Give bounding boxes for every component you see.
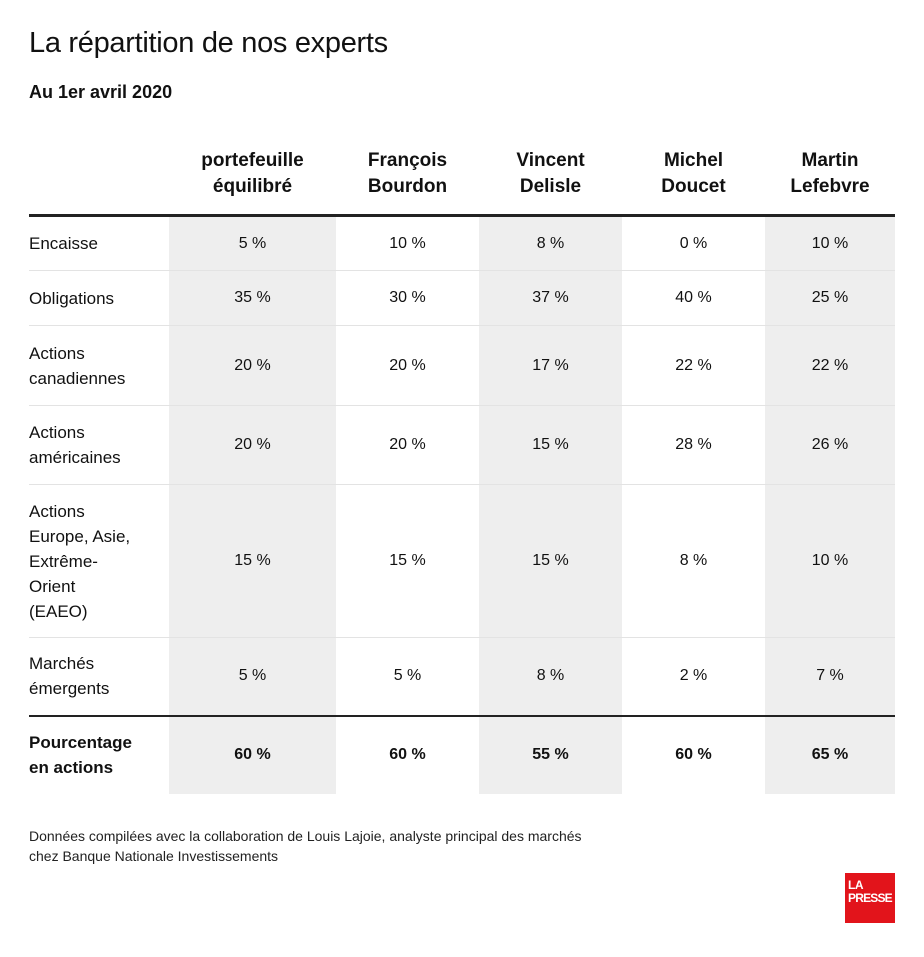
table-cell: 10 % bbox=[765, 484, 895, 638]
column-header-doucet: Michel Doucet bbox=[622, 134, 765, 217]
column-header-line: Michel bbox=[663, 150, 724, 171]
row-label-line: américaines bbox=[29, 448, 121, 467]
table-cell: 25 % bbox=[765, 270, 895, 326]
column-header-line: équilibré bbox=[212, 176, 293, 197]
column-header-bourdon: François Bourdon bbox=[336, 134, 479, 217]
logo-text-line: LA bbox=[848, 878, 864, 892]
row-label-line: Marchés bbox=[29, 654, 95, 674]
table-cell: 7 % bbox=[765, 637, 895, 716]
table-cell: 37 % bbox=[479, 270, 622, 326]
column-header-line: Vincent bbox=[516, 150, 585, 171]
row-label: Obligations bbox=[29, 270, 169, 326]
row-label-line: (EAEO) bbox=[29, 601, 88, 621]
table-row-obligations: Obligations 35 % 30 % 37 % 40 % 25 % bbox=[29, 270, 895, 326]
table-cell: 20 % bbox=[169, 405, 336, 485]
table-row-actions-eaeo: Actions Europe, Asie, Extrême- Orient (E… bbox=[29, 484, 895, 638]
row-label-line: Extrême- bbox=[29, 551, 98, 571]
column-header-line: Martin bbox=[801, 150, 859, 171]
table-cell: 0 % bbox=[622, 215, 765, 271]
column-header-portefeuille: portefeuille équilibré bbox=[169, 134, 336, 217]
table-cell: 20 % bbox=[169, 325, 336, 406]
row-label: Actions américaines bbox=[29, 405, 169, 485]
table-row-actions-americaines: Actions américaines 20 % 20 % 15 % 28 % … bbox=[29, 405, 895, 485]
table-cell: 26 % bbox=[765, 405, 895, 485]
table-cell: 35 % bbox=[169, 270, 336, 326]
total-label: Pourcentage en actions bbox=[29, 714, 169, 794]
column-header-line: Lefebvre bbox=[790, 176, 870, 197]
page-title: La répartition de nos experts bbox=[29, 27, 388, 59]
column-header-line: François bbox=[367, 150, 448, 171]
table-cell: 28 % bbox=[622, 405, 765, 485]
footnote-line: Données compilées avec la collaboration … bbox=[29, 828, 582, 844]
table-cell: 15 % bbox=[169, 484, 336, 638]
column-header-lefebvre: Martin Lefebvre bbox=[765, 134, 895, 217]
total-cell: 60 % bbox=[622, 714, 765, 794]
row-label: Actions Europe, Asie, Extrême- Orient (E… bbox=[29, 484, 169, 638]
column-header-line: Delisle bbox=[519, 176, 582, 197]
table-cell: 15 % bbox=[479, 405, 622, 485]
table-cell: 20 % bbox=[336, 405, 479, 485]
table-cell: 22 % bbox=[622, 325, 765, 406]
allocation-table: portefeuille équilibré François Bourdon … bbox=[29, 134, 895, 794]
column-header-line: Bourdon bbox=[367, 176, 448, 197]
table-cell: 8 % bbox=[479, 637, 622, 716]
row-label-line: Pourcentage bbox=[29, 733, 132, 752]
row-label-line: Actions bbox=[29, 423, 85, 442]
row-label: Encaisse bbox=[29, 215, 169, 271]
table-cell: 17 % bbox=[479, 325, 622, 406]
table-cell: 22 % bbox=[765, 325, 895, 406]
row-label-line: Orient bbox=[29, 576, 76, 596]
table-cell: 8 % bbox=[622, 484, 765, 638]
table-row-encaisse: Encaisse 5 % 10 % 8 % 0 % 10 % bbox=[29, 215, 895, 271]
table-cell: 5 % bbox=[169, 637, 336, 716]
logo-text-line: PRESSE bbox=[848, 891, 893, 905]
source-footnote: Données compilées avec la collaboration … bbox=[29, 826, 649, 866]
table-row-total: Pourcentage en actions 60 % 60 % 55 % 60… bbox=[29, 714, 895, 794]
table-cell: 5 % bbox=[336, 637, 479, 716]
row-label-line: Encaisse bbox=[29, 234, 98, 253]
column-header-line: Doucet bbox=[661, 176, 726, 197]
table-header-row: portefeuille équilibré François Bourdon … bbox=[29, 134, 895, 217]
table-cell: 5 % bbox=[169, 215, 336, 271]
footnote-line: chez Banque Nationale Investissements bbox=[29, 848, 279, 864]
table-cell: 10 % bbox=[765, 215, 895, 271]
row-label-line: en actions bbox=[29, 758, 114, 777]
row-label-line: Actions bbox=[29, 343, 85, 363]
table-cell: 40 % bbox=[622, 270, 765, 326]
column-header-delisle: Vincent Delisle bbox=[479, 134, 622, 217]
table-cell: 15 % bbox=[336, 484, 479, 638]
total-cell: 60 % bbox=[169, 714, 336, 794]
la-presse-logo: LA PRESSE bbox=[845, 873, 895, 923]
row-label-line: Actions bbox=[29, 501, 85, 521]
page-subtitle: Au 1er avril 2020 bbox=[29, 82, 173, 102]
column-header-line: portefeuille bbox=[201, 150, 304, 171]
row-label: Marchés émergents bbox=[29, 637, 169, 716]
total-cell: 60 % bbox=[336, 714, 479, 794]
table-cell: 15 % bbox=[479, 484, 622, 638]
table-row-actions-canadiennes: Actions canadiennes 20 % 20 % 17 % 22 % … bbox=[29, 325, 895, 406]
row-label-line: Europe, Asie, bbox=[29, 526, 131, 546]
row-label-line: Obligations bbox=[29, 288, 115, 308]
row-label-line: émergents bbox=[29, 679, 110, 699]
total-cell: 55 % bbox=[479, 714, 622, 794]
header-empty-cell bbox=[29, 134, 169, 217]
table-cell: 30 % bbox=[336, 270, 479, 326]
table-cell: 10 % bbox=[336, 215, 479, 271]
table-cell: 20 % bbox=[336, 325, 479, 406]
row-label: Actions canadiennes bbox=[29, 325, 169, 406]
row-label-line: canadiennes bbox=[29, 368, 126, 388]
table-cell: 8 % bbox=[479, 215, 622, 271]
table-cell: 2 % bbox=[622, 637, 765, 716]
total-cell: 65 % bbox=[765, 714, 895, 794]
table-row-marches-emergents: Marchés émergents 5 % 5 % 8 % 2 % 7 % bbox=[29, 637, 895, 716]
